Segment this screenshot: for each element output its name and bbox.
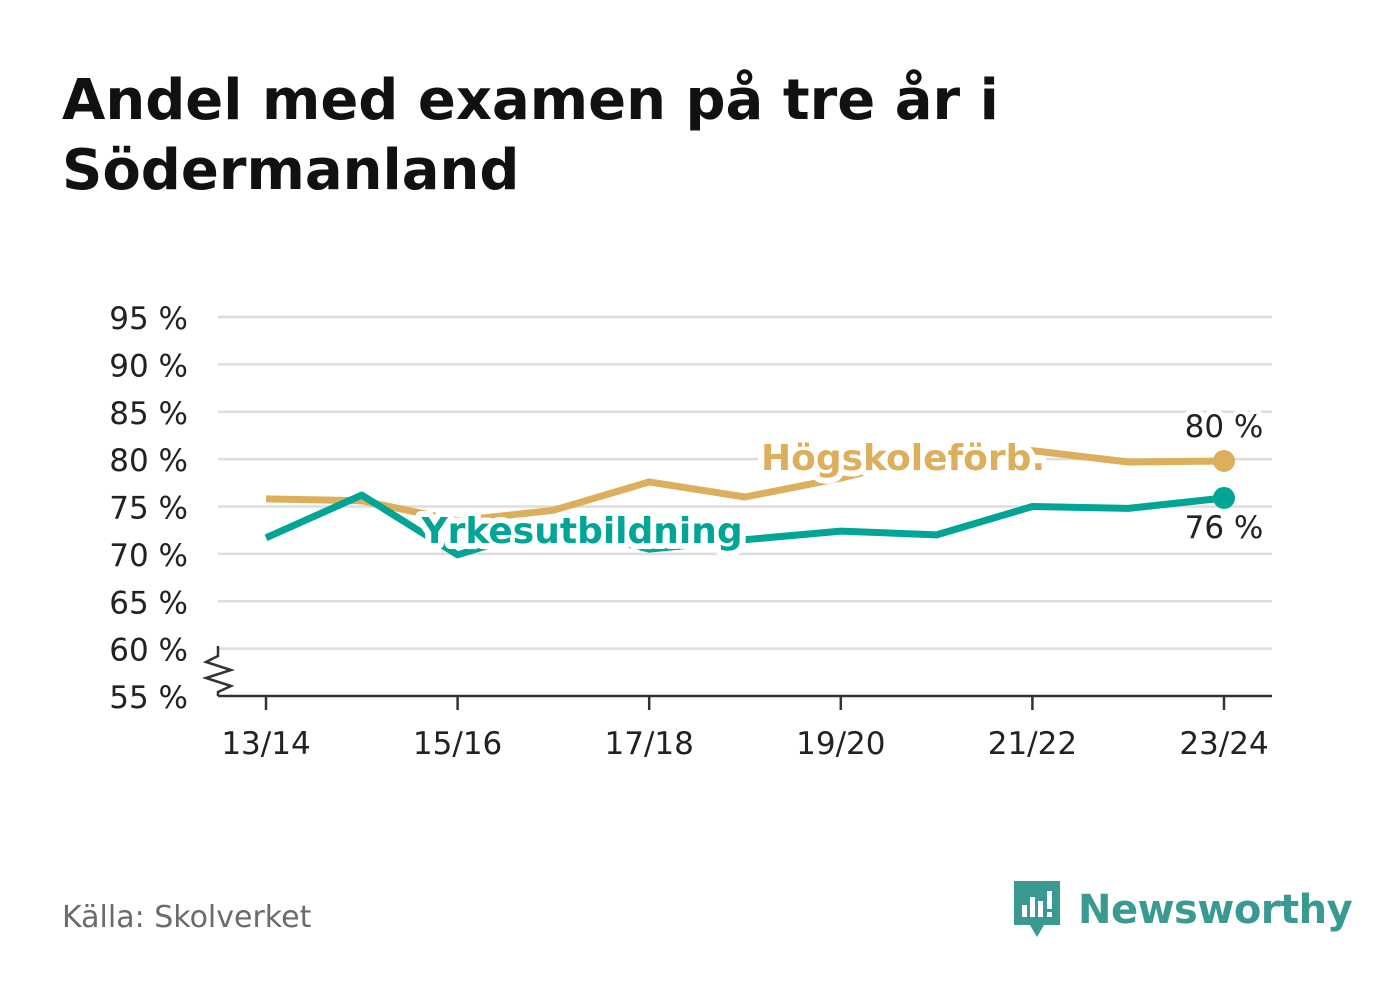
series-labels: Högskoleförb.Högskoleförb.Yrkesutbildnin…	[415, 404, 1269, 558]
x-tick-label: 21/22	[988, 726, 1077, 762]
end-value-halo: 80 %	[1185, 409, 1264, 445]
x-tick-label: 13/14	[221, 726, 310, 762]
y-tick-label: 60 %	[109, 633, 188, 669]
series-name-halo: Yrkesutbildning	[421, 511, 743, 552]
brand-name: Newsworthy	[1078, 887, 1353, 933]
series-name-label: Högskoleförb.	[761, 438, 1045, 479]
x-tick-label: 15/16	[413, 726, 502, 762]
y-tick-label: 75 %	[109, 491, 188, 527]
gridlines	[218, 315, 1272, 650]
x-axis: 13/14 15/16 17/18 19/20 21/22 23/24	[201, 646, 1272, 762]
series-name-halo: Högskoleförb.	[761, 438, 1045, 479]
end-value-label: 76 %	[1185, 510, 1264, 546]
end-value-halo: 76 %	[1185, 510, 1264, 546]
series-name-label: Yrkesutbildning	[421, 511, 743, 552]
y-tick-label: 70 %	[109, 538, 188, 574]
y-tick-label: 65 %	[109, 585, 188, 621]
y-tick-label: 90 %	[109, 348, 188, 384]
axis-break-icon	[201, 646, 236, 696]
newsworthy-logo-icon	[1014, 881, 1060, 937]
y-axis-tick-labels: 55 % 60 % 65 % 70 % 75 % 80 % 85 % 90 % 95 %	[109, 301, 188, 716]
x-tick-label: 17/18	[605, 726, 694, 762]
series-lines	[264, 447, 1235, 559]
series-line	[264, 491, 1225, 559]
source-note: Källa: Skolverket	[62, 900, 312, 935]
series-line	[265, 447, 1225, 525]
y-tick-label: 95 %	[109, 301, 188, 337]
end-value-label: 80 %	[1185, 409, 1264, 445]
series-end-point	[1213, 486, 1235, 509]
y-tick-label: 55 %	[109, 680, 188, 716]
y-tick-label: 85 %	[109, 396, 188, 432]
series-end-point	[1213, 450, 1235, 473]
brand-logo: Newsworthy	[1010, 878, 1353, 942]
x-tick-label: 19/20	[796, 726, 885, 762]
y-tick-label: 80 %	[109, 443, 188, 479]
chart-title: Andel med examen på tre år i Södermanlan…	[62, 68, 999, 203]
x-tick-label: 23/24	[1179, 726, 1268, 762]
